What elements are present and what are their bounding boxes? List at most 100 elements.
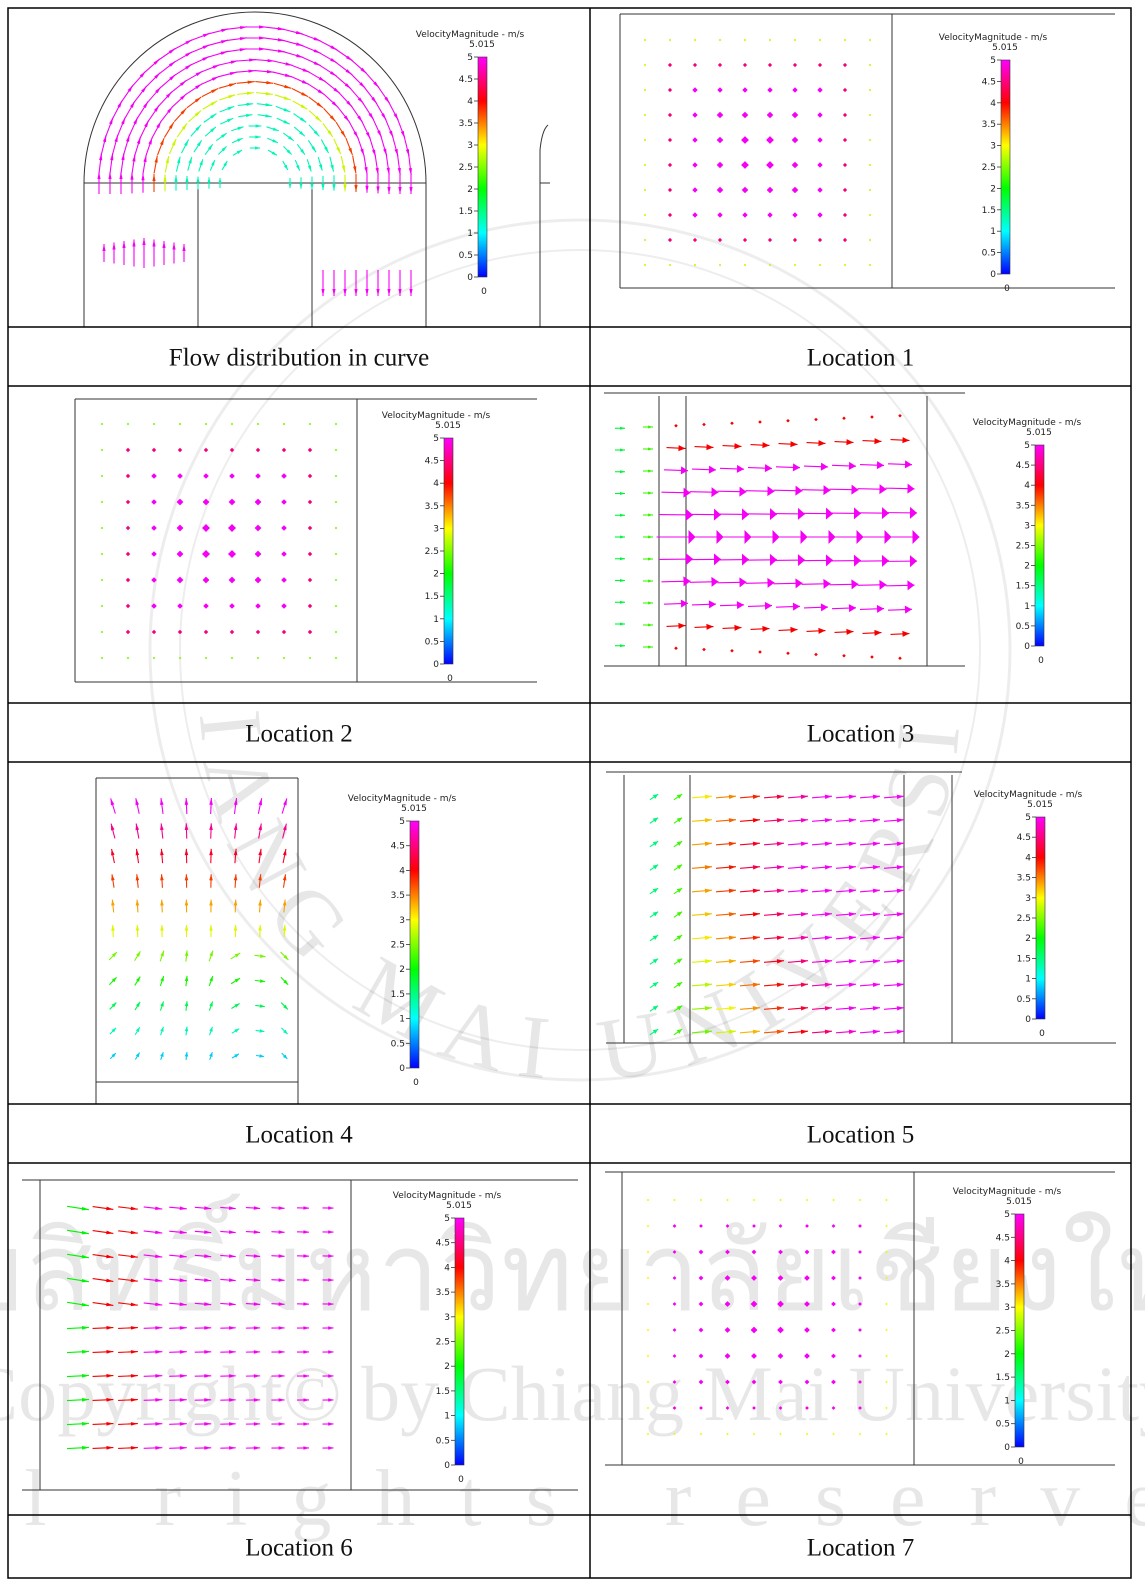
color-bar-tick-label: 0.5 (459, 251, 473, 261)
vector-arrow-head (160, 976, 164, 982)
color-bar (477, 56, 488, 278)
vector-dot (281, 473, 287, 479)
legend-max: 5.015 (1027, 800, 1053, 810)
vector-arrow-head (902, 630, 910, 637)
color-bar-tick-label: 0 (1025, 1015, 1031, 1025)
vector-arrow-head (249, 58, 257, 62)
vector-dot (254, 498, 262, 506)
vector-arrow-head (896, 865, 904, 870)
vector-arrow-head (902, 437, 910, 444)
vector-arrow-head (704, 888, 712, 893)
vector-arrow-head (728, 982, 736, 987)
vector-arrow-head (229, 1374, 236, 1378)
vector-dot (100, 526, 104, 530)
vector-dot (804, 1353, 810, 1359)
vector-arrow-head (229, 1398, 236, 1402)
vector-arrow-head (706, 444, 714, 451)
vector-dot (125, 499, 131, 505)
vector-dot (751, 1379, 757, 1385)
vector-dot (281, 577, 287, 583)
vector-arrow-head (136, 976, 141, 982)
vector-arrow-head (111, 977, 117, 983)
vector-dot (805, 1432, 809, 1436)
vector-arrow-head (154, 155, 158, 163)
vector-dot (831, 1301, 836, 1307)
vector-dot (698, 1249, 704, 1255)
vector-dot (308, 422, 312, 426)
vector-dot (791, 111, 799, 119)
vector-arrow-head (329, 115, 336, 122)
vector-arrow-head (752, 935, 760, 940)
vector-arrow-head (179, 1206, 187, 1210)
vector-arrow-head (81, 1398, 89, 1402)
vector-arrow-head (795, 485, 803, 496)
vector-arrow-head (278, 1254, 285, 1258)
vector-arrow-head (620, 426, 625, 430)
vector-dot (758, 420, 762, 424)
vector-arrow-head (204, 1254, 212, 1258)
vector-dot (281, 629, 287, 635)
vector-dot (667, 237, 673, 243)
vector-arrow-head (328, 1374, 334, 1378)
vector-dot (817, 137, 823, 143)
vector-arrow-head (652, 888, 659, 893)
vector-arrow-head (160, 925, 164, 931)
vector-dot (766, 186, 774, 194)
vector-dot (151, 447, 157, 453)
vector-arrow-head (739, 577, 747, 588)
vector-arrow-head (247, 80, 255, 84)
vector-dot (151, 603, 157, 609)
vector-arrow-head (163, 174, 167, 182)
vector-dot (646, 1406, 650, 1410)
legend-max: 5.015 (1006, 1197, 1032, 1207)
vector-arrow-head (106, 1374, 114, 1378)
vector-dot (178, 656, 182, 660)
vector-dot (229, 447, 235, 453)
vector-arrow-head (800, 1006, 808, 1011)
vector-arrow-head (652, 982, 659, 987)
vector-arrow-head (130, 1422, 138, 1426)
vector-arrow-head (184, 1001, 189, 1007)
vector-arrow-head (136, 951, 141, 957)
vector-arrow-head (676, 1029, 683, 1034)
vector-arrow-head (179, 1446, 187, 1450)
vector-arrow-head (288, 135, 294, 141)
vector-arrow-head (160, 848, 164, 856)
vector-dot (334, 422, 338, 426)
vector-arrow-head (265, 92, 273, 96)
vector-dot (702, 422, 706, 427)
vector-dot (885, 1328, 888, 1332)
vector-dot (672, 1406, 677, 1410)
vector-dot (668, 38, 672, 42)
vector-arrow-head (282, 899, 287, 906)
vector-dot (151, 551, 157, 557)
vector-dot (698, 1353, 704, 1359)
vector-arrow-head (81, 1422, 89, 1426)
vector-arrow-head (706, 623, 714, 630)
vector-arrow-head (160, 1026, 164, 1032)
vector-arrow-head (676, 817, 683, 823)
vector-dot (202, 576, 210, 584)
vector-arrow-head (648, 579, 653, 583)
vector-arrow-head (253, 1422, 261, 1426)
wall-outline (539, 124, 550, 327)
vector-arrow-head (155, 1254, 163, 1259)
vector-dot (667, 212, 673, 218)
vector-arrow-head (343, 115, 350, 122)
color-bar-tick-label: 3.5 (459, 119, 473, 129)
vector-arrow-head (106, 1398, 114, 1402)
vector-arrow-head (155, 1326, 163, 1330)
legend-min: 0 (481, 287, 487, 297)
vector-dot (643, 138, 647, 142)
vector-arrow-head (122, 241, 126, 248)
vector-arrow-head (317, 89, 325, 95)
vector-arrow-head (872, 841, 880, 846)
vector-arrow-head (896, 1006, 904, 1011)
vector-arrow-head (303, 1374, 310, 1378)
vector-arrow-head (776, 912, 784, 917)
vector-dot (842, 137, 848, 143)
vector-arrow-head (135, 1001, 141, 1008)
vector-arrow-head (876, 461, 884, 470)
vector-dot (858, 1276, 862, 1280)
